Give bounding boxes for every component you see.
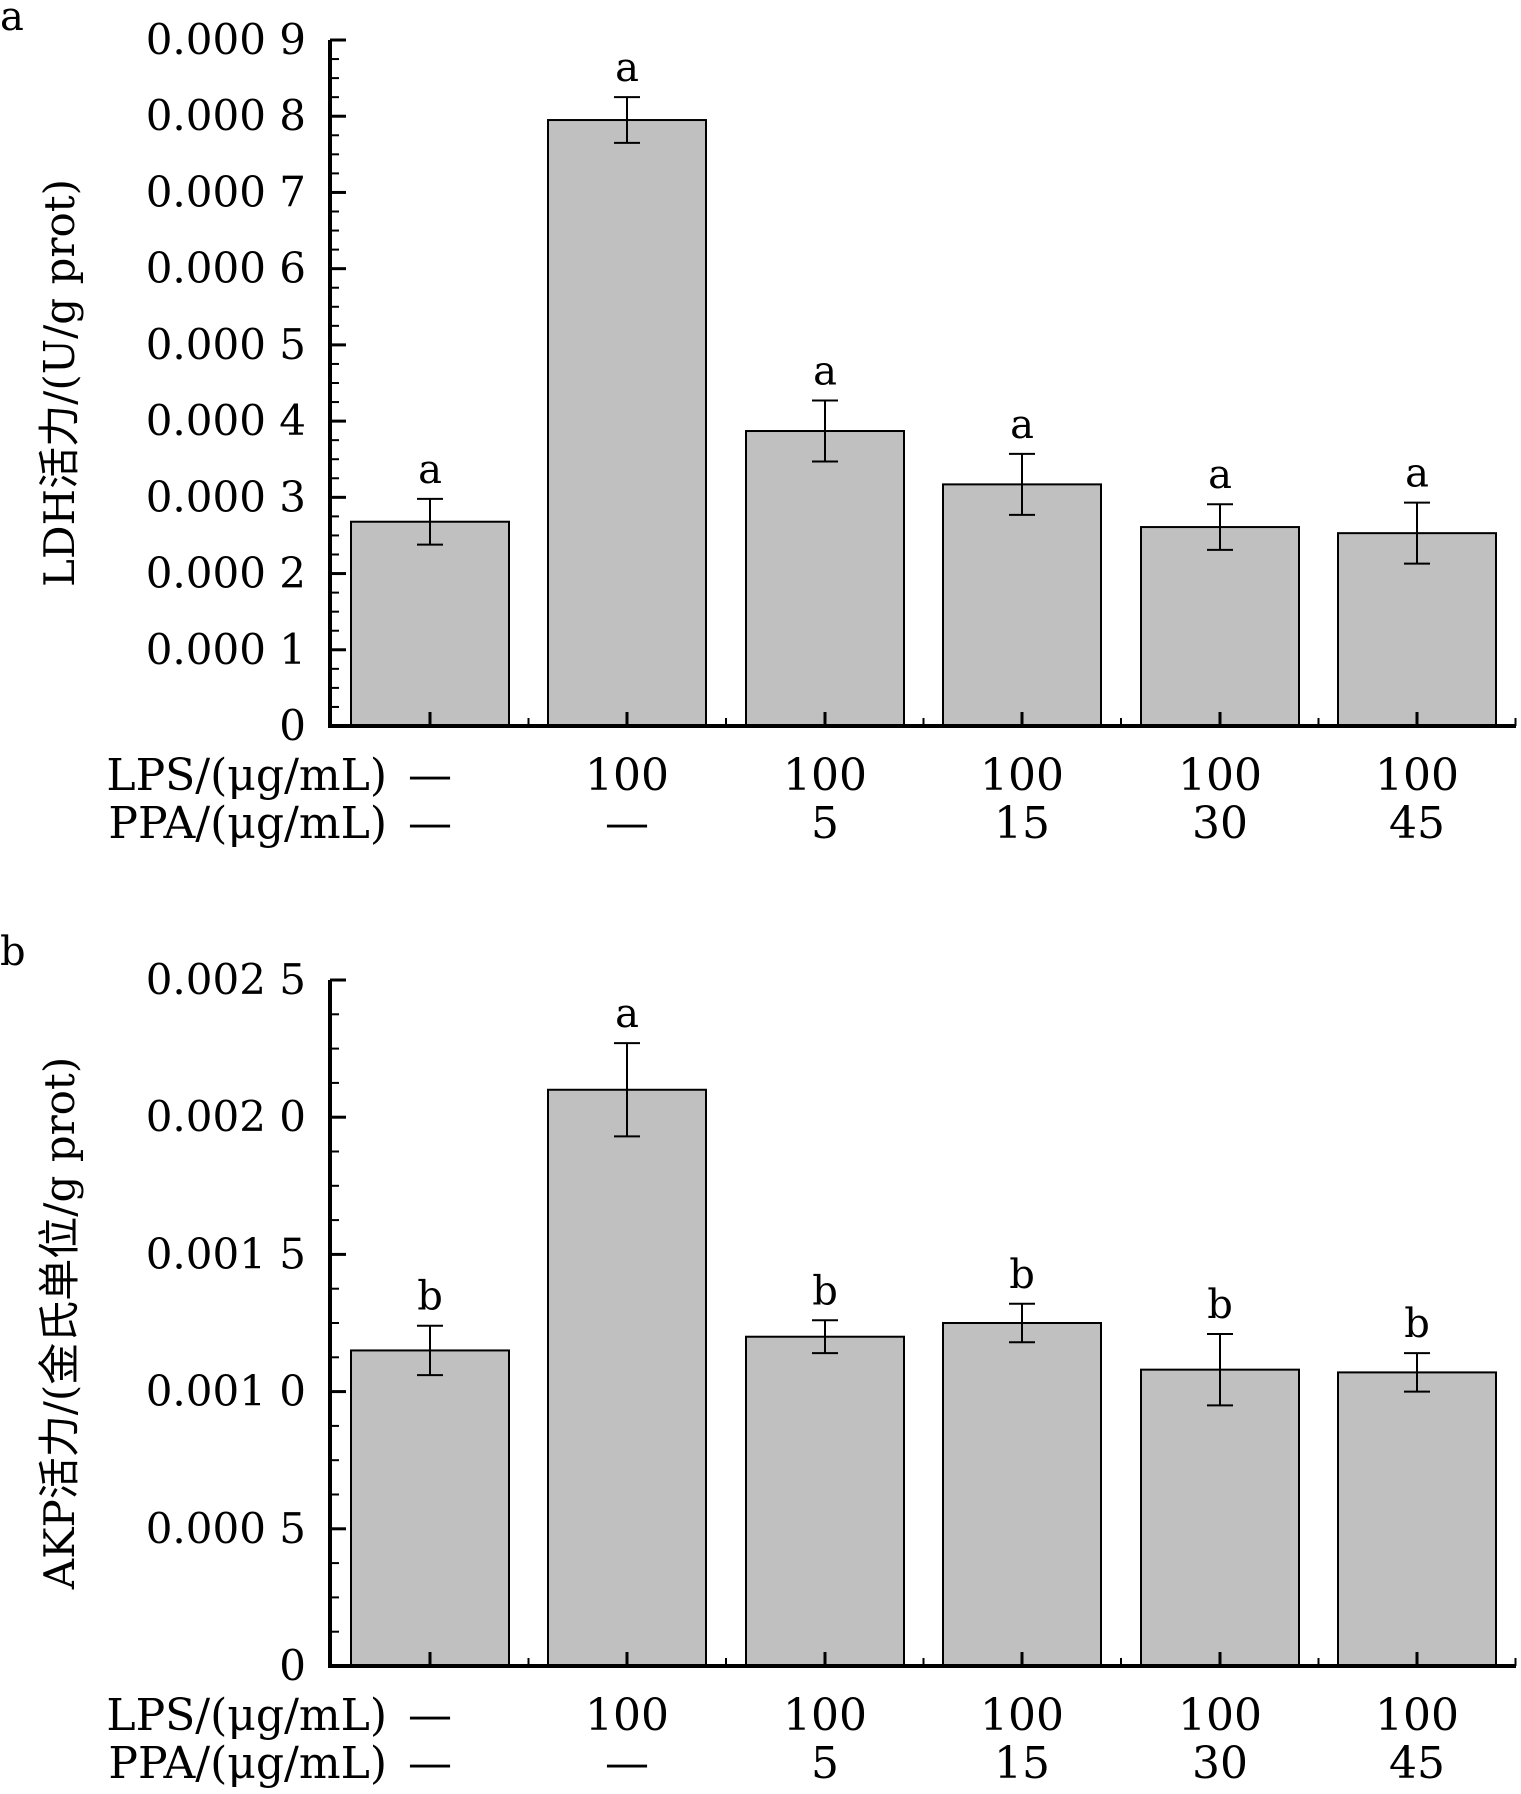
y-tick-label-a-5: 0.000 5 <box>146 320 306 369</box>
panel-letter-b: b <box>0 929 26 975</box>
error-bar-b-4 <box>1009 1302 1035 1344</box>
y-tick-label-a-7: 0.000 7 <box>146 167 306 216</box>
y-tick-label-a-6: 0.000 6 <box>146 244 306 293</box>
y-tick-label-a-0: 0 <box>279 701 306 750</box>
error-bar-a-4 <box>1009 452 1035 516</box>
cond-lps-b-4: 100 <box>980 1690 1064 1741</box>
cond-ppa-b-1: — <box>408 1738 452 1789</box>
y-tick-label-a-3: 0.000 3 <box>146 472 306 521</box>
error-bar-a-2 <box>614 96 640 144</box>
row-label-lps-b: LPS/(μg/mL) <box>106 1690 387 1741</box>
cond-lps-b-3: 100 <box>783 1690 867 1741</box>
bar-b-6 <box>1337 1371 1497 1667</box>
significance-label-b-5: b <box>1207 1282 1233 1328</box>
y-axis-title-a: LDH活力/(U/g prot) <box>35 179 84 587</box>
bar-b-3 <box>745 1335 905 1667</box>
significance-label-a-3: a <box>813 349 837 395</box>
bar-b-4 <box>942 1322 1102 1667</box>
bar-b-1 <box>350 1349 510 1667</box>
significance-label-a-4: a <box>1010 402 1034 448</box>
cond-ppa-b-3: 5 <box>811 1738 839 1789</box>
y-tick-label-b-5: 0.002 5 <box>146 955 306 1004</box>
row-label-ppa-b: PPA/(μg/mL) <box>108 1738 387 1789</box>
error-bar-a-6 <box>1404 501 1430 565</box>
significance-label-b-2: a <box>615 991 639 1037</box>
y-axis-title-b: AKP活力/(金氏单位/g prot) <box>35 1057 84 1590</box>
significance-label-b-6: b <box>1404 1301 1430 1347</box>
y-tick-label-b-0: 0 <box>279 1641 306 1690</box>
bar-a-4 <box>942 483 1102 727</box>
y-tick-label-b-2: 0.001 0 <box>146 1367 306 1416</box>
y-tick-label-a-9: 0.000 9 <box>146 15 306 64</box>
significance-label-b-4: b <box>1009 1252 1035 1298</box>
error-bar-b-5 <box>1207 1332 1233 1407</box>
significance-label-a-6: a <box>1405 451 1429 497</box>
cond-ppa-a-3: 5 <box>811 798 839 849</box>
cond-ppa-a-6: 45 <box>1389 798 1445 849</box>
cond-ppa-a-4: 15 <box>994 798 1050 849</box>
bar-b-5 <box>1140 1368 1300 1667</box>
y-tick-label-b-3: 0.001 5 <box>146 1229 306 1278</box>
significance-label-b-3: b <box>812 1268 838 1314</box>
y-tick-label-a-4: 0.000 4 <box>146 396 306 445</box>
error-bar-a-5 <box>1207 503 1233 551</box>
cond-lps-b-2: 100 <box>585 1690 669 1741</box>
bar-a-1 <box>350 520 510 727</box>
significance-label-a-5: a <box>1208 452 1232 498</box>
y-tick-label-b-4: 0.002 0 <box>146 1092 306 1141</box>
cond-lps-a-5: 100 <box>1178 750 1262 801</box>
significance-label-a-2: a <box>615 45 639 91</box>
error-bar-a-3 <box>812 399 838 463</box>
bar-a-2 <box>547 119 707 728</box>
cond-ppa-a-2: — <box>605 798 649 849</box>
error-bar-b-2 <box>614 1042 640 1138</box>
bar-a-6 <box>1337 532 1497 727</box>
error-bar-b-3 <box>812 1319 838 1355</box>
significance-label-b-1: b <box>417 1274 443 1320</box>
cond-ppa-b-4: 15 <box>994 1738 1050 1789</box>
cond-ppa-b-2: — <box>605 1738 649 1789</box>
y-tick-label-a-8: 0.000 8 <box>146 91 306 140</box>
panel-b-chart: b b a b b b b 0 0.000 5 0.001 0 0.001 5 0.002 0 0.0… <box>0 929 1517 1789</box>
error-bar-b-1 <box>417 1324 443 1377</box>
y-tick-label-a-1: 0.000 1 <box>146 625 306 674</box>
cond-ppa-a-1: — <box>408 798 452 849</box>
cond-lps-a-6: 100 <box>1375 750 1459 801</box>
bar-a-5 <box>1140 526 1300 727</box>
cond-ppa-b-5: 30 <box>1192 1738 1248 1789</box>
cond-ppa-b-6: 45 <box>1389 1738 1445 1789</box>
significance-label-a-1: a <box>418 447 442 493</box>
panel-a-chart: a a a a a a a 0 0.000 1 0.000 2 0.000 3 0.000 4 0.0… <box>0 0 1517 849</box>
error-bar-a-1 <box>417 497 443 546</box>
bar-a-3 <box>745 430 905 727</box>
cond-lps-a-2: 100 <box>585 750 669 801</box>
cond-lps-a-1: — <box>408 750 452 801</box>
bar-b-2 <box>547 1088 707 1667</box>
cond-lps-b-1: — <box>408 1690 452 1741</box>
y-tick-label-b-1: 0.000 5 <box>146 1504 306 1553</box>
panel-letter-a: a <box>0 0 24 40</box>
cond-lps-b-6: 100 <box>1375 1690 1459 1741</box>
y-tick-label-a-2: 0.000 2 <box>146 549 306 598</box>
cond-ppa-a-5: 30 <box>1192 798 1248 849</box>
cond-lps-a-3: 100 <box>783 750 867 801</box>
cond-lps-b-5: 100 <box>1178 1690 1262 1741</box>
error-bar-b-6 <box>1404 1352 1430 1393</box>
row-label-ppa-a: PPA/(μg/mL) <box>108 798 387 849</box>
row-label-lps-a: LPS/(μg/mL) <box>106 750 387 801</box>
cond-lps-a-4: 100 <box>980 750 1064 801</box>
